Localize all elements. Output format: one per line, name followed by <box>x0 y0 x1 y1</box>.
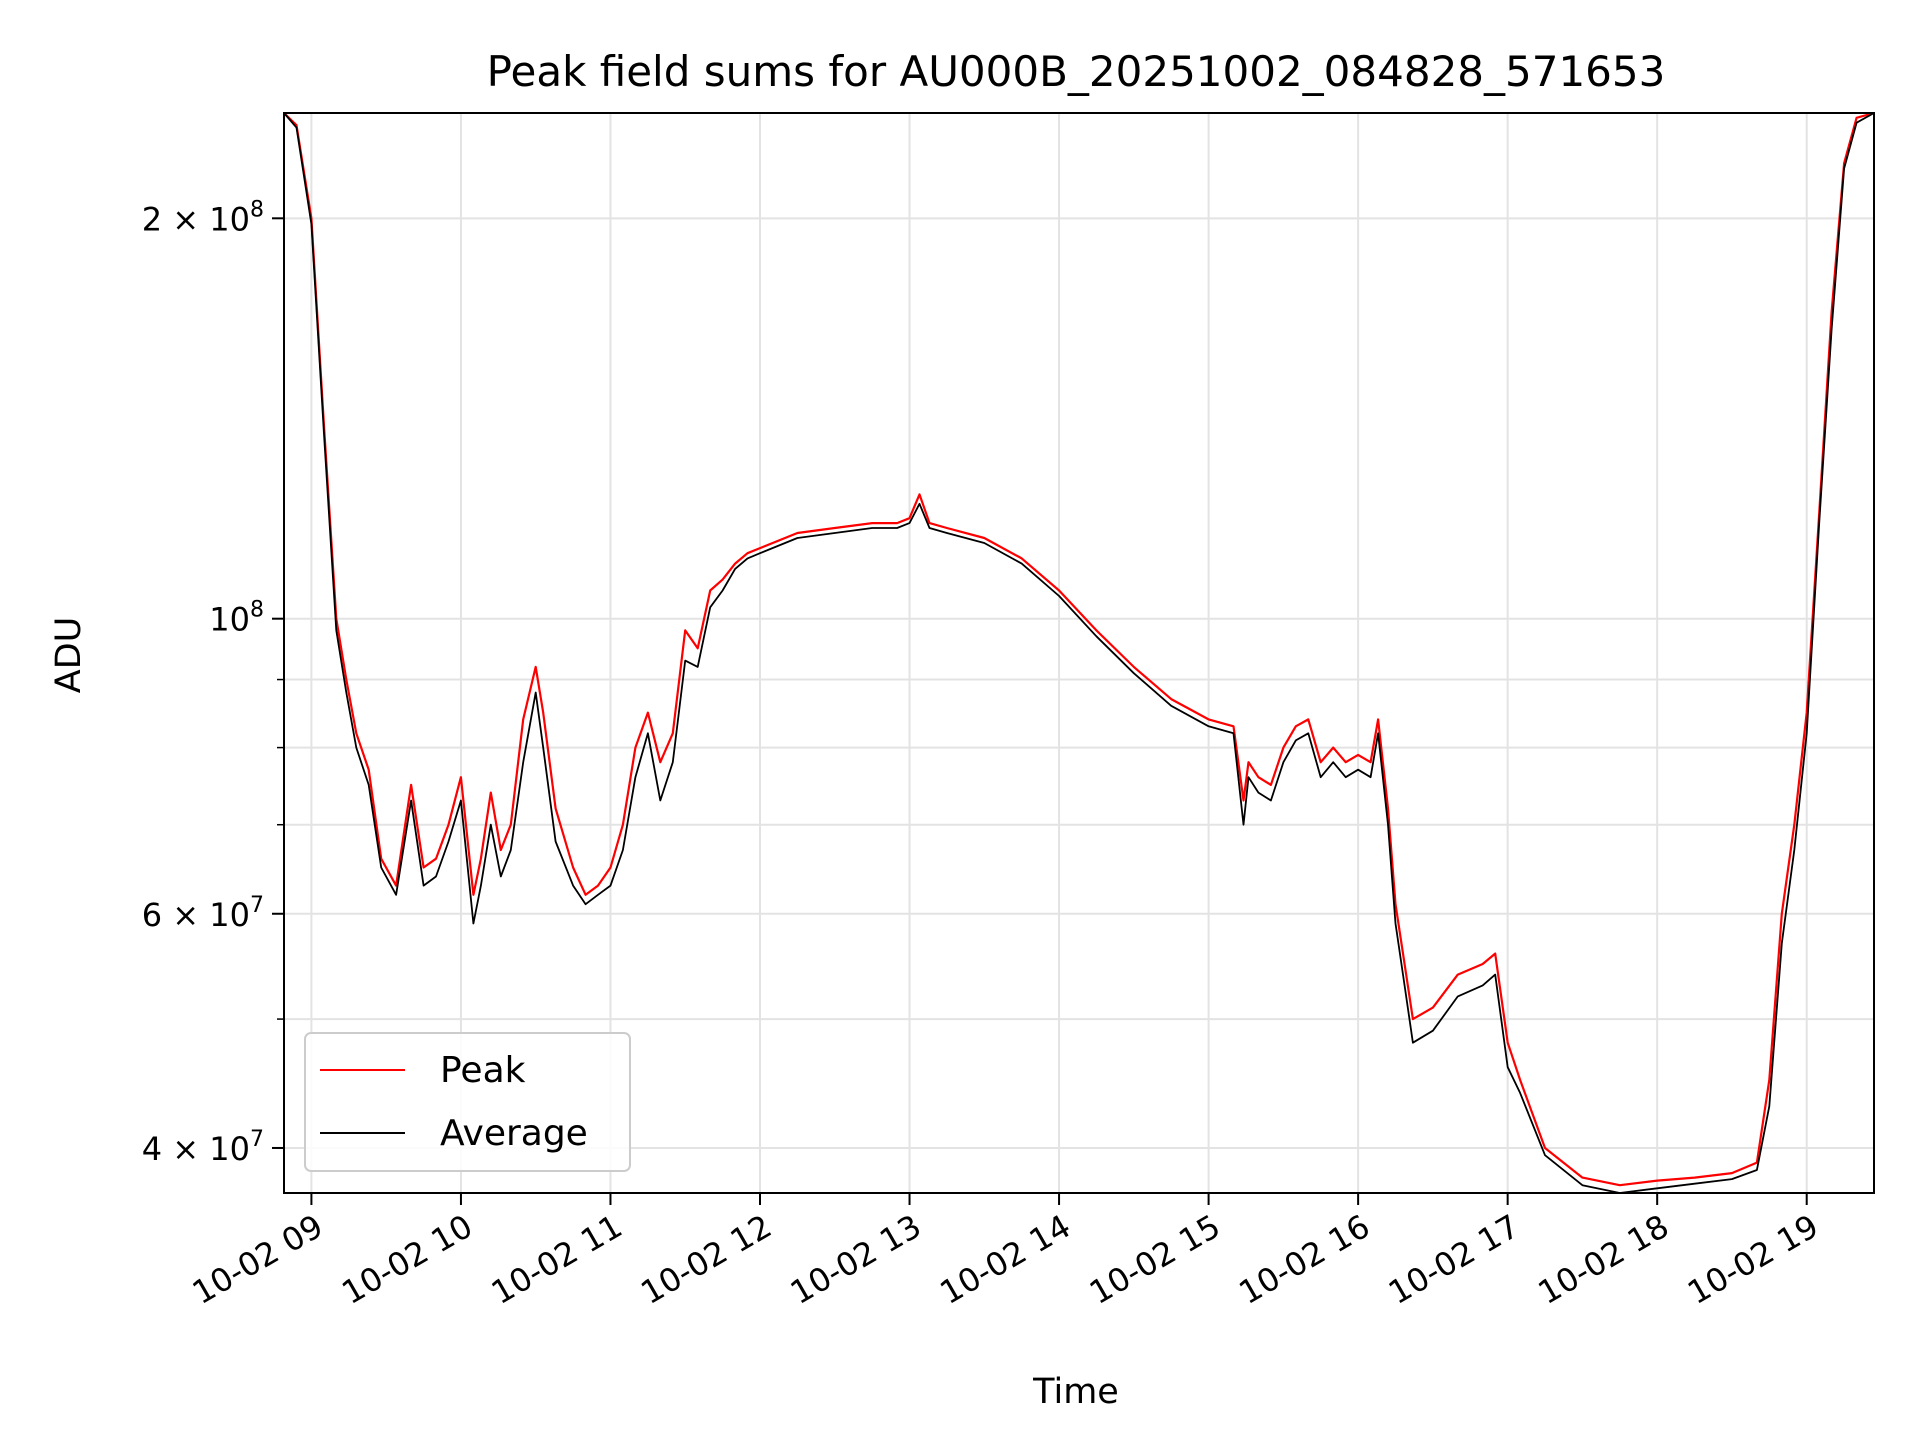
y-axis-label: ADU <box>49 617 89 694</box>
x-axis-label: Time <box>1032 1372 1119 1412</box>
legend: Peak Average <box>305 1033 630 1171</box>
y-tick-label: 4 × 107 <box>142 1127 264 1168</box>
legend-label-peak: Peak <box>440 1050 526 1091</box>
legend-label-average: Average <box>440 1113 588 1154</box>
y-tick-label: 2 × 108 <box>142 197 264 238</box>
y-tick-label: 6 × 107 <box>142 893 264 934</box>
chart-title: Peak field sums for AU000B_20251002_0848… <box>487 47 1666 96</box>
